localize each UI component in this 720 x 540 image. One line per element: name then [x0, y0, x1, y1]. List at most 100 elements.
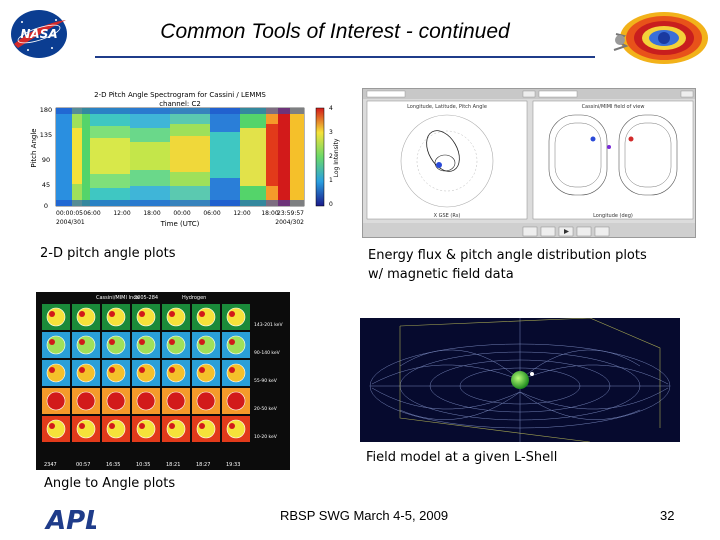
right-panel-title: Cassini/MIMI field of view: [582, 104, 645, 110]
ytick: 90: [42, 156, 50, 164]
grid-cell-hotspot: [109, 311, 115, 317]
grid-cell-hotspot: [109, 367, 115, 373]
grid-cells: [42, 304, 250, 442]
grid-cell-ring: [106, 335, 126, 355]
slide-title: Common Tools of Interest - continued: [160, 20, 510, 43]
grid-cell-hotspot: [79, 423, 85, 429]
caption-energy-line2: w/ magnetic field data: [368, 267, 514, 282]
xtick: 00:00:05: [56, 210, 83, 217]
forward-button[interactable]: [576, 226, 592, 237]
radiation-belt-icon: [613, 12, 708, 64]
left-orbit-panel: [366, 100, 528, 220]
grid-cell-hotspot: [139, 339, 145, 345]
grid-cell-hotspot: [109, 395, 115, 401]
grid-cell-ring: [136, 419, 156, 439]
grid-cell-ring: [106, 419, 126, 439]
grid-cell-ring: [136, 307, 156, 327]
right-panel-xlabel: Longitude (deg): [593, 213, 633, 219]
grid-cell-hotspot: [79, 311, 85, 317]
caption-energy-flux: Energy flux & pitch angle distribution p…: [368, 246, 708, 284]
grid-cell-hotspot: [229, 423, 235, 429]
spectrogram-channel: channel: C2: [159, 100, 201, 108]
grid-cell-hotspot: [199, 339, 205, 345]
grid-cell-ring: [136, 391, 156, 411]
spectrogram-ylabel: Pitch Angle: [30, 128, 38, 167]
footer-meeting: RBSP SWG March 4-5, 2009: [280, 508, 449, 523]
grid-cell-ring: [196, 335, 216, 355]
colorbar-tick: 2: [329, 153, 333, 160]
apl-logo-icon: APL: [44, 506, 96, 534]
pitch-angle-spectrogram: 2-D Pitch Angle Spectrogram for Cassini …: [30, 88, 342, 238]
grid-cell-ring: [226, 363, 246, 383]
grid-cell-hotspot: [49, 367, 55, 373]
grid-cell-ring: [46, 307, 66, 327]
grid-time-label: 10:35: [136, 462, 150, 468]
xtick: 06:00: [203, 210, 220, 217]
xtick: 00:00: [173, 210, 190, 217]
spectrogram-date-end: 2004/302: [275, 219, 304, 226]
grid-cell-ring: [226, 391, 246, 411]
grid-cell-ring: [106, 307, 126, 327]
next-button[interactable]: [594, 226, 610, 237]
colorbar-tick: 4: [329, 105, 333, 112]
colorbar-label: Log Intensity: [333, 138, 340, 177]
grid-cell-hotspot: [229, 367, 235, 373]
grid-species: Hydrogen: [182, 295, 206, 301]
grid-cell-ring: [166, 363, 186, 383]
grid-cell-hotspot: [139, 423, 145, 429]
grid-cell-ring: [226, 307, 246, 327]
grid-cell-hotspot: [49, 339, 55, 345]
ytick: 45: [42, 181, 50, 189]
energy-band-label: 90-140 keV: [254, 350, 281, 356]
ytick: 135: [40, 131, 52, 139]
spectrogram-colorbar: [315, 107, 325, 207]
field-bounding-box: [399, 318, 661, 442]
xtick: 18:00: [143, 210, 160, 217]
nasa-logo-text: NASA: [20, 27, 57, 41]
planet-icon: [511, 371, 529, 389]
grid-cell-ring: [196, 307, 216, 327]
grid-cell-hotspot: [199, 423, 205, 429]
grid-cell-hotspot: [139, 395, 145, 401]
rewind-button[interactable]: [540, 226, 556, 237]
grid-cell-ring: [226, 419, 246, 439]
spectrogram-xlabel: Time (UTC): [160, 220, 200, 228]
grid-header: Cassini/MIMI Inca: [96, 295, 139, 301]
grid-cell-ring: [136, 335, 156, 355]
xtick: 23:59:57: [277, 210, 304, 217]
energy-band-label: 143-201 keV: [254, 322, 283, 328]
energy-band-label: 20-50 keV: [254, 406, 278, 412]
grid-cell-ring: [166, 335, 186, 355]
apl-logo-text: APL: [44, 506, 96, 534]
colorbar-tick: 3: [329, 129, 333, 136]
caption-energy-line1: Energy flux & pitch angle distribution p…: [368, 248, 647, 263]
caption-angle-plots: Angle to Angle plots: [44, 476, 176, 491]
grid-cell-hotspot: [139, 367, 145, 373]
energy-flux-window: Longitude, Latitude, Pitch Angle X GSE (…: [362, 88, 696, 238]
grid-cell-ring: [106, 363, 126, 383]
grid-cell-hotspot: [109, 423, 115, 429]
left-panel-title: Longitude, Latitude, Pitch Angle: [407, 104, 487, 110]
caption-field-model: Field model at a given L-Shell: [366, 450, 558, 465]
ytick: 0: [44, 202, 48, 210]
prev-button[interactable]: [522, 226, 538, 237]
xtick: 12:00: [233, 210, 250, 217]
grid-time-label: 18:21: [166, 462, 180, 468]
grid-cell-ring: [166, 419, 186, 439]
grid-cell-ring: [226, 335, 246, 355]
xtick: 12:00: [113, 210, 130, 217]
colorbar-tick: 0: [329, 201, 333, 208]
grid-date: 2005-284: [134, 295, 158, 301]
caption-pitch-angle: 2-D pitch angle plots: [40, 246, 176, 261]
grid-cell-ring: [76, 335, 96, 355]
right-fov-panel: [532, 100, 694, 220]
title-divider: [95, 56, 595, 58]
grid-time-label: 19:33: [226, 462, 240, 468]
grid-cell-hotspot: [199, 367, 205, 373]
grid-cell-ring: [46, 419, 66, 439]
grid-cell-ring: [166, 307, 186, 327]
spacecraft-marker: [530, 372, 534, 376]
energy-band-label: 10-20 keV: [254, 434, 278, 440]
left-panel-xlabel: X GSE (Rs): [434, 213, 461, 219]
grid-cell-ring: [46, 391, 66, 411]
